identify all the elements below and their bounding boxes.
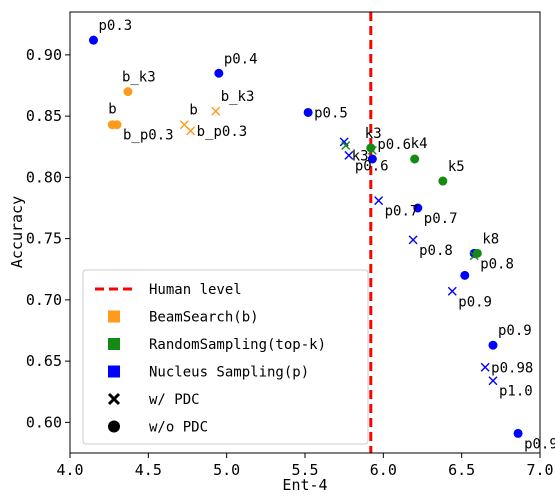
point-label: p0.5 bbox=[314, 105, 348, 121]
point-label: k8 bbox=[482, 231, 499, 247]
point-label: b_p0.3 bbox=[123, 128, 174, 144]
data-point-topk-pdc bbox=[367, 145, 377, 155]
data-point-nucleus-pdc bbox=[480, 362, 490, 372]
point-label: b bbox=[189, 103, 197, 119]
x-tick-label: 6.0 bbox=[370, 461, 397, 479]
legend-label: RandomSampling(top-k) bbox=[149, 337, 326, 353]
y-tick-label: 0.60 bbox=[26, 413, 62, 431]
point-label: p0.4 bbox=[224, 51, 258, 67]
legend-label: w/ PDC bbox=[149, 392, 200, 408]
point-label: b_k3 bbox=[221, 89, 255, 105]
data-point-topk bbox=[438, 176, 448, 186]
point-label: b bbox=[108, 102, 116, 118]
point-label: k4 bbox=[411, 136, 428, 152]
point-label: k5 bbox=[448, 159, 465, 175]
data-point-beam bbox=[112, 120, 122, 130]
x-tick-label: 4.0 bbox=[56, 461, 83, 479]
legend: Human level BeamSearch(b) RandomSampling(t… bbox=[82, 269, 369, 445]
data-point-nucleus-pdc bbox=[408, 235, 418, 245]
data-point-beam-pdc bbox=[186, 126, 196, 136]
legend-label: Nucleus Sampling(p) bbox=[149, 365, 309, 381]
point-label: p0.9 bbox=[458, 294, 492, 310]
point-label: p0.3 bbox=[99, 18, 133, 34]
y-tick-label: 0.90 bbox=[26, 46, 62, 64]
data-point-topk-pdc bbox=[341, 141, 351, 151]
data-point-nucleus-pdc bbox=[374, 196, 384, 206]
data-point-nucleus bbox=[303, 107, 313, 117]
x-tick-label: 5.0 bbox=[213, 461, 240, 479]
y-tick-label: 0.80 bbox=[26, 168, 62, 186]
data-point-nucleus bbox=[367, 154, 377, 164]
point-label: p0.7 bbox=[424, 211, 458, 227]
point-label: p0.8 bbox=[419, 243, 453, 259]
legend-label: w/o PDC bbox=[149, 420, 208, 436]
point-label: b_p0.3 bbox=[197, 124, 248, 140]
point-label: p1.0 bbox=[499, 384, 533, 400]
data-point-nucleus-pdc bbox=[344, 150, 354, 160]
x-tick-label: 4.5 bbox=[135, 461, 162, 479]
point-label: k3 bbox=[365, 126, 382, 142]
point-label: p0.6 bbox=[377, 137, 411, 153]
y-tick-label: 0.75 bbox=[26, 230, 62, 248]
legend-box bbox=[82, 269, 369, 445]
x-axis-ticks: 4.0 4.5 5.0 5.5 6.0 6.5 7.0 bbox=[56, 453, 554, 479]
point-label: k3 bbox=[352, 149, 369, 165]
legend-square-marker bbox=[108, 310, 120, 323]
data-point-nucleus bbox=[413, 203, 423, 213]
data-point-nucleus bbox=[460, 270, 470, 280]
data-point-topk-pdc bbox=[469, 251, 479, 261]
point-label: p0.9 bbox=[498, 323, 532, 339]
data-point-nucleus bbox=[214, 68, 224, 78]
point-label: p0.8 bbox=[480, 256, 514, 272]
legend-label: Human level bbox=[149, 282, 242, 298]
point-label: p0.6 bbox=[355, 158, 389, 174]
x-tick-label: 5.5 bbox=[291, 461, 318, 479]
legend-square-marker bbox=[108, 338, 120, 350]
data-point-beam-pdc bbox=[211, 106, 221, 116]
legend-circle-marker bbox=[108, 420, 120, 433]
data-point-nucleus bbox=[89, 35, 98, 45]
data-point-nucleus bbox=[488, 340, 498, 350]
legend-label: BeamSearch(b) bbox=[149, 310, 259, 326]
data-point-nucleus-pdc bbox=[488, 376, 498, 386]
data-point-nucleus bbox=[513, 428, 523, 438]
x-axis-label: Ent-4 bbox=[282, 476, 327, 494]
point-label: p0.98 bbox=[491, 360, 533, 376]
y-tick-label: 0.65 bbox=[26, 352, 62, 370]
point-label: p0.7 bbox=[385, 204, 419, 220]
legend-x-marker bbox=[107, 392, 121, 406]
data-point-topk bbox=[410, 154, 420, 164]
y-axis-ticks: 0.60 0.65 0.70 0.75 0.80 0.85 0.90 bbox=[26, 46, 70, 431]
plot-area: p0.3 p0.4 p0.5 p0.6 p0.7 p0.8 p0.9 p0.98 p0.6 p0.… bbox=[89, 12, 555, 453]
x-tick-label: 6.5 bbox=[448, 461, 475, 479]
y-tick-label: 0.85 bbox=[26, 107, 62, 125]
point-label: b_k3 bbox=[122, 70, 156, 86]
data-point-beam bbox=[123, 87, 133, 97]
x-tick-label: 7.0 bbox=[526, 461, 553, 479]
y-tick-label: 0.70 bbox=[26, 291, 62, 309]
data-point-nucleus-pdc bbox=[447, 286, 457, 296]
legend-square-marker bbox=[108, 365, 120, 378]
y-axis-label: Accuracy bbox=[8, 196, 26, 268]
